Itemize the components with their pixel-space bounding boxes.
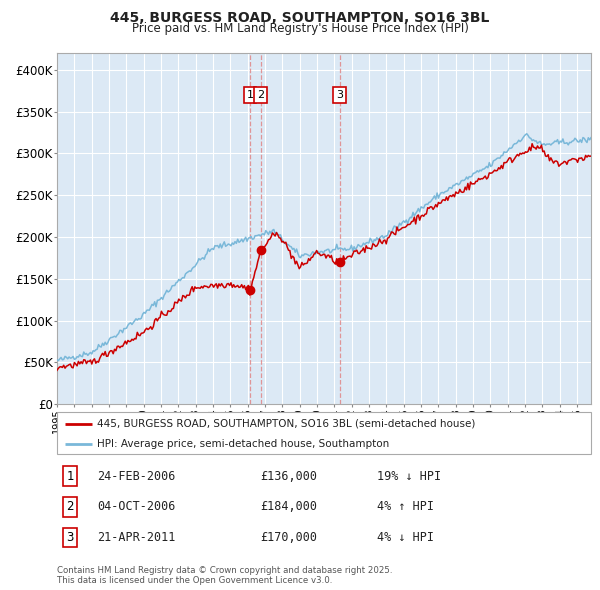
Text: 04-OCT-2006: 04-OCT-2006	[97, 500, 175, 513]
Text: £170,000: £170,000	[260, 531, 317, 544]
Text: 19% ↓ HPI: 19% ↓ HPI	[377, 470, 442, 483]
Text: 445, BURGESS ROAD, SOUTHAMPTON, SO16 3BL: 445, BURGESS ROAD, SOUTHAMPTON, SO16 3BL	[110, 11, 490, 25]
Text: 2: 2	[257, 90, 264, 100]
Text: 1: 1	[247, 90, 253, 100]
Text: 21-APR-2011: 21-APR-2011	[97, 531, 175, 544]
Text: 445, BURGESS ROAD, SOUTHAMPTON, SO16 3BL (semi-detached house): 445, BURGESS ROAD, SOUTHAMPTON, SO16 3BL…	[97, 419, 475, 429]
FancyBboxPatch shape	[57, 412, 591, 454]
Text: Price paid vs. HM Land Registry's House Price Index (HPI): Price paid vs. HM Land Registry's House …	[131, 22, 469, 35]
Text: 3: 3	[336, 90, 343, 100]
Text: 24-FEB-2006: 24-FEB-2006	[97, 470, 175, 483]
Text: 2: 2	[67, 500, 74, 513]
Text: HPI: Average price, semi-detached house, Southampton: HPI: Average price, semi-detached house,…	[97, 439, 389, 448]
Text: £184,000: £184,000	[260, 500, 317, 513]
Text: 4% ↑ HPI: 4% ↑ HPI	[377, 500, 434, 513]
Text: £136,000: £136,000	[260, 470, 317, 483]
Text: 4% ↓ HPI: 4% ↓ HPI	[377, 531, 434, 544]
Text: Contains HM Land Registry data © Crown copyright and database right 2025.
This d: Contains HM Land Registry data © Crown c…	[57, 566, 392, 585]
Text: 1: 1	[67, 470, 74, 483]
Text: 3: 3	[67, 531, 74, 544]
